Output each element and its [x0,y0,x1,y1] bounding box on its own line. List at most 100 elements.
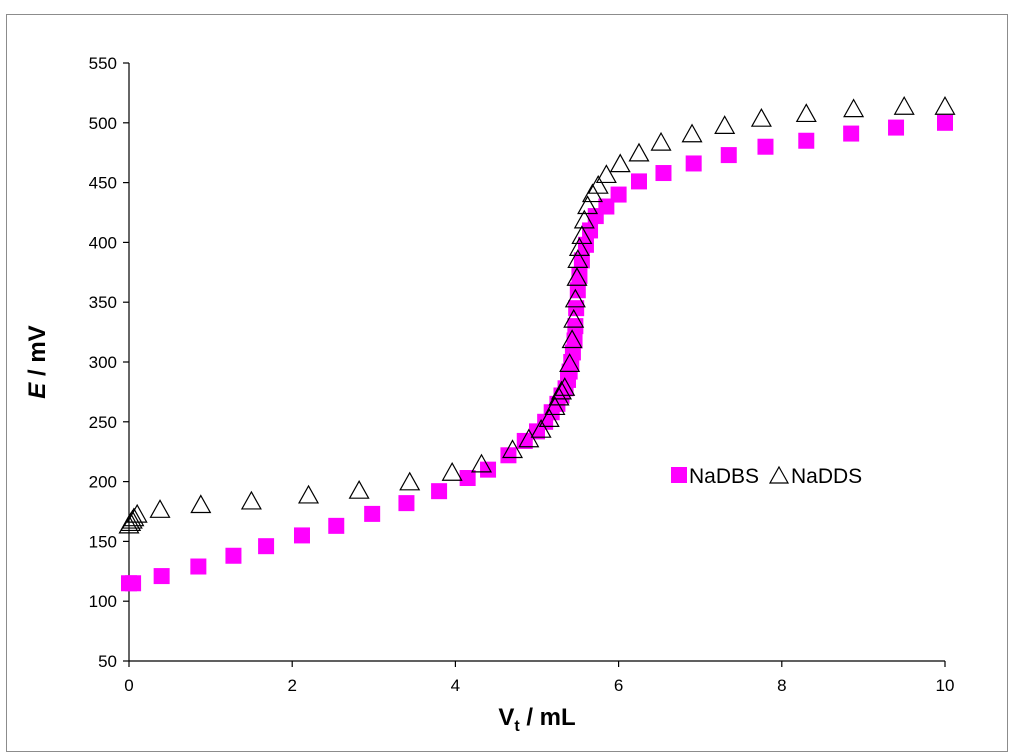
data-point-nadds [123,507,145,527]
data-point-nadds [714,115,736,134]
data-point-nadds [538,408,560,428]
data-point-nadds [567,249,589,268]
series-nadds [118,96,956,534]
data-point-nadds [559,353,581,372]
data-point-nadds [843,98,865,118]
data-point-nadbs [431,483,448,500]
data-point-nadds [595,164,617,184]
data-point-nadds [544,396,566,416]
y-axis-title: E / mV [24,325,51,398]
data-point-nadds [399,471,421,491]
data-point-nadbs [937,114,953,131]
data-point-nadbs [293,527,310,544]
data-point-nadbs [459,470,476,487]
data-point-nadds [587,174,609,194]
data-point-nadbs [364,505,381,522]
y-tick-label: 200 [89,473,117,492]
y-tick-label: 400 [89,233,117,252]
data-point-nadbs [798,132,815,149]
x-tick-label: 4 [451,676,460,695]
data-point-nadds [501,439,524,459]
data-point-nadbs [888,119,905,136]
data-point-nadds [650,131,672,151]
data-point-nadds [577,195,599,215]
data-point-nadbs [500,447,517,464]
y-tick-label: 500 [89,114,117,133]
data-point-nadbs [655,165,672,182]
data-point-nadds [934,96,956,115]
y-axis-title-unit: / mV [24,325,51,382]
series-nadbs [121,114,953,592]
data-point-nadds [126,503,148,523]
data-point-nadbs [125,575,142,592]
data-point-nadds [609,153,631,173]
data-point-nadds [441,461,463,481]
x-tick-label: 6 [614,676,623,695]
x-axis-title-unit: / mL [520,704,576,731]
data-point-nadds [681,123,703,143]
data-point-nadds [554,377,576,396]
data-point-nadds [563,308,585,328]
y-axis-title-symbol: E [24,382,51,399]
data-point-nadbs [631,173,647,190]
data-point-nadds [530,418,552,438]
x-tick-label: 10 [936,676,955,695]
data-point-nadbs [258,538,275,555]
data-point-nadbs [398,495,415,512]
data-point-nadds [750,107,772,127]
data-point-nadbs [573,252,590,269]
data-point-nadbs [567,318,584,335]
data-point-nadbs [328,517,345,534]
data-point-nadds [795,103,817,123]
data-point-nadbs [757,138,774,155]
data-point-nadds [564,288,586,308]
data-point-nadds [297,484,320,504]
data-point-nadbs [720,147,737,164]
x-axis-title: Vt / mL [498,704,575,735]
y-tick-label: 150 [89,532,117,551]
x-axis-title-subscript: t [514,718,520,735]
data-point-nadds [566,267,588,286]
data-point-nadbs [190,558,207,575]
data-point-nadbs [153,568,170,585]
chart-area: 50 100 150 200 250 300 350 400 450 500 550 0 2 4 6 8 10… [6,14,1008,752]
y-tick-label: 300 [89,353,117,372]
data-point-nadds [470,453,493,473]
y-tick-label: 250 [89,413,117,432]
legend-marker-nadbs [671,467,687,483]
data-point-nadbs [685,155,702,172]
scatter-chart: 50 100 150 200 250 300 350 400 450 500 550 0 2 4 6 8 10… [24,54,956,735]
legend-label-nadbs: NaDBS [689,465,759,488]
legend-marker-naddss [768,465,790,484]
x-tick-label: 2 [287,676,296,695]
data-point-nadbs [569,282,586,299]
legend: NaDBS NaDDS [671,465,862,488]
axes: 50 100 150 200 250 300 350 400 450 500 550 0 2 4 6 8 10 [89,54,955,695]
data-point-nadds [190,494,212,514]
data-point-nadbs [225,547,242,564]
series-layer [118,96,956,592]
x-axis-title-main: V [498,704,514,731]
data-point-nadds [628,142,650,162]
y-tick-label: 450 [89,174,117,193]
data-point-nadds [550,380,573,400]
data-point-nadbs [480,461,497,478]
x-tick-label: 0 [124,676,133,695]
data-point-nadds [571,225,593,245]
data-point-nadds [149,499,171,518]
data-point-nadds [561,329,583,349]
data-point-nadbs [598,198,615,215]
data-point-nadds [568,237,590,256]
data-point-nadbs [610,186,627,203]
legend-label-naddss: NaDDS [791,465,862,488]
y-tick-label: 100 [89,592,117,611]
data-point-nadds [548,386,570,406]
data-point-nadds [893,96,915,115]
x-ticks: 0 2 4 6 8 10 [124,661,954,695]
y-tick-label: 350 [89,293,117,312]
x-tick-label: 8 [777,676,786,695]
data-point-nadds [240,490,262,510]
data-point-nadds [573,209,595,229]
y-tick-label: 550 [89,54,117,73]
y-tick-label: 50 [98,652,117,671]
